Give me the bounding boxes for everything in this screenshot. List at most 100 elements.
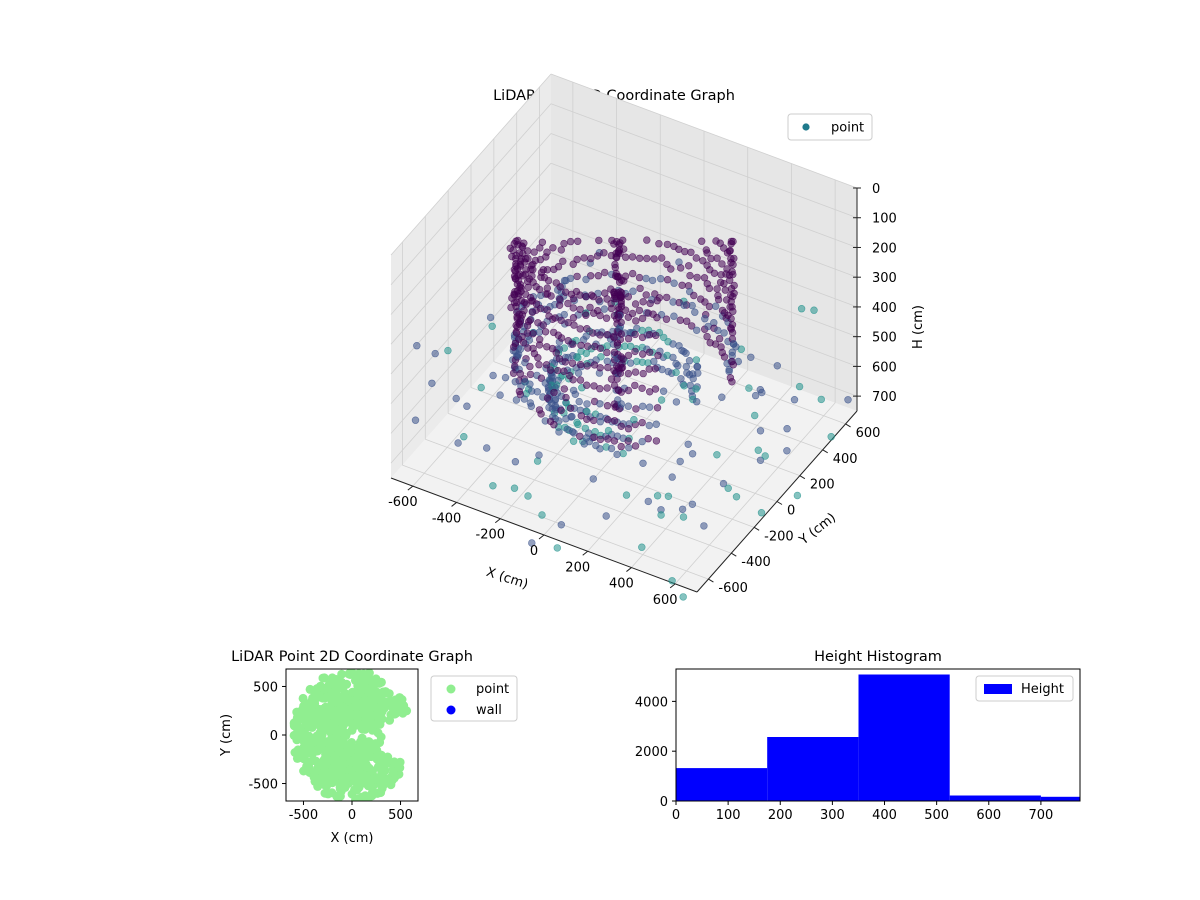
scatter3d-point [714, 295, 723, 304]
scatter3d-point [582, 275, 590, 284]
scatter3d-point [573, 237, 582, 246]
scatter3d-point [657, 396, 666, 404]
scatter3d-point [617, 422, 625, 430]
scatter3d-point [521, 358, 529, 367]
scatter3d-point [705, 302, 714, 311]
scatter3d-point [610, 334, 618, 342]
scatter3d-point [653, 297, 661, 305]
scatter3d-point [550, 421, 558, 429]
scatter3d-point [653, 492, 662, 500]
scatter3d-zlabel: H (cm) [911, 305, 926, 349]
scatter2d-point [311, 756, 321, 766]
y-tick-label: -500 [248, 778, 278, 793]
scatter3d-point [827, 433, 835, 441]
scatter2d-point [335, 692, 345, 702]
scatter3d-legend-box [787, 113, 873, 141]
scatter3d-point [590, 361, 599, 369]
scatter3d-point [692, 326, 701, 334]
histogram-legend-swatch [984, 684, 1012, 694]
scatter3d-point [817, 395, 825, 404]
scatter3d-point [643, 236, 651, 244]
scatter3d-point [724, 484, 732, 492]
scatter3d-point [844, 396, 852, 404]
scatter3d-point [539, 266, 548, 274]
scatter3d-point [672, 368, 680, 377]
scatter2d-point [352, 718, 362, 728]
scatter3d-point [713, 285, 721, 293]
scatter3d-point [628, 269, 637, 278]
scatter3d-point [620, 277, 628, 285]
scatter3d-point [589, 475, 597, 483]
scatter3d-point [486, 313, 495, 322]
z-tick-label: 400 [872, 301, 897, 316]
scatter3d-point [542, 361, 551, 369]
histogram-frame [675, 668, 1081, 802]
scatter3d-point [533, 388, 541, 396]
scatter3d-point [652, 331, 660, 340]
scatter3d-point [725, 367, 733, 376]
x-tick-label: -500 [289, 808, 319, 823]
scatter3d-point [569, 437, 578, 445]
scatter3d-point [631, 300, 640, 308]
scatter3d-point [758, 388, 766, 397]
scatter3d-point [501, 373, 510, 382]
scatter3d-point [612, 253, 620, 261]
scatter3d-point [690, 291, 698, 300]
scatter3d-point [681, 247, 689, 256]
scatter3d-point [576, 325, 584, 333]
scatter3d-point [431, 349, 439, 358]
scatter2d-point [357, 733, 367, 743]
x-tick [494, 518, 501, 524]
scatter3d-point [616, 288, 624, 296]
scatter3d-point [632, 317, 640, 325]
scatter3d-point [636, 284, 644, 293]
scatter2d-point [377, 767, 387, 776]
scatter3d-point [539, 321, 547, 329]
scatter3d-point [596, 418, 604, 426]
scatter3d-point [610, 417, 619, 425]
scatter2d-point [372, 788, 382, 798]
scatter3d-point [604, 363, 612, 372]
scatter3d-point [524, 492, 532, 500]
scatter3d-point [557, 316, 565, 325]
scatter3d-point [638, 437, 646, 446]
scatter2d-point [381, 687, 390, 697]
scatter3d-point [413, 342, 421, 350]
scatter3d-point [569, 304, 577, 312]
scatter2d-point [330, 706, 340, 716]
scatter2d-point [326, 691, 336, 701]
scatter3d-point [719, 479, 728, 488]
scatter2d-point [301, 719, 311, 729]
scatter3d-point [638, 402, 647, 410]
scatter3d-point [729, 261, 737, 269]
scatter3d-point [529, 330, 537, 338]
scatter3d-point [669, 298, 677, 306]
scatter3d-point [757, 509, 766, 517]
scatter3d-point [756, 456, 765, 464]
scatter3d-point [576, 360, 585, 369]
y-tick-label: 0 [270, 729, 278, 744]
scatter3d-point [645, 388, 654, 396]
z-tick-label: 500 [872, 331, 897, 346]
scatter3d-point [510, 343, 518, 351]
scatter3d-point [617, 442, 625, 451]
scatter3d-point [604, 435, 612, 443]
scatter2d-point [352, 778, 362, 788]
scatter2d-point [337, 669, 347, 679]
x-tick-label: 0 [530, 544, 538, 559]
scatter3d-point [463, 402, 471, 410]
histogram-bar [767, 737, 859, 801]
scatter3d-point [653, 404, 662, 412]
scatter3d-point [692, 254, 700, 262]
scatter3d-point [570, 429, 578, 437]
y-tick-label: 600 [856, 426, 881, 441]
scatter2d-point [327, 774, 337, 783]
scatter3d-point [528, 308, 537, 316]
scatter3d-point [511, 458, 520, 466]
x-tick [407, 485, 414, 491]
scatter3d-point [726, 247, 734, 255]
histogram-bar [676, 768, 768, 801]
scatter3d-point [638, 333, 647, 342]
x-tick-label: -200 [476, 528, 506, 543]
